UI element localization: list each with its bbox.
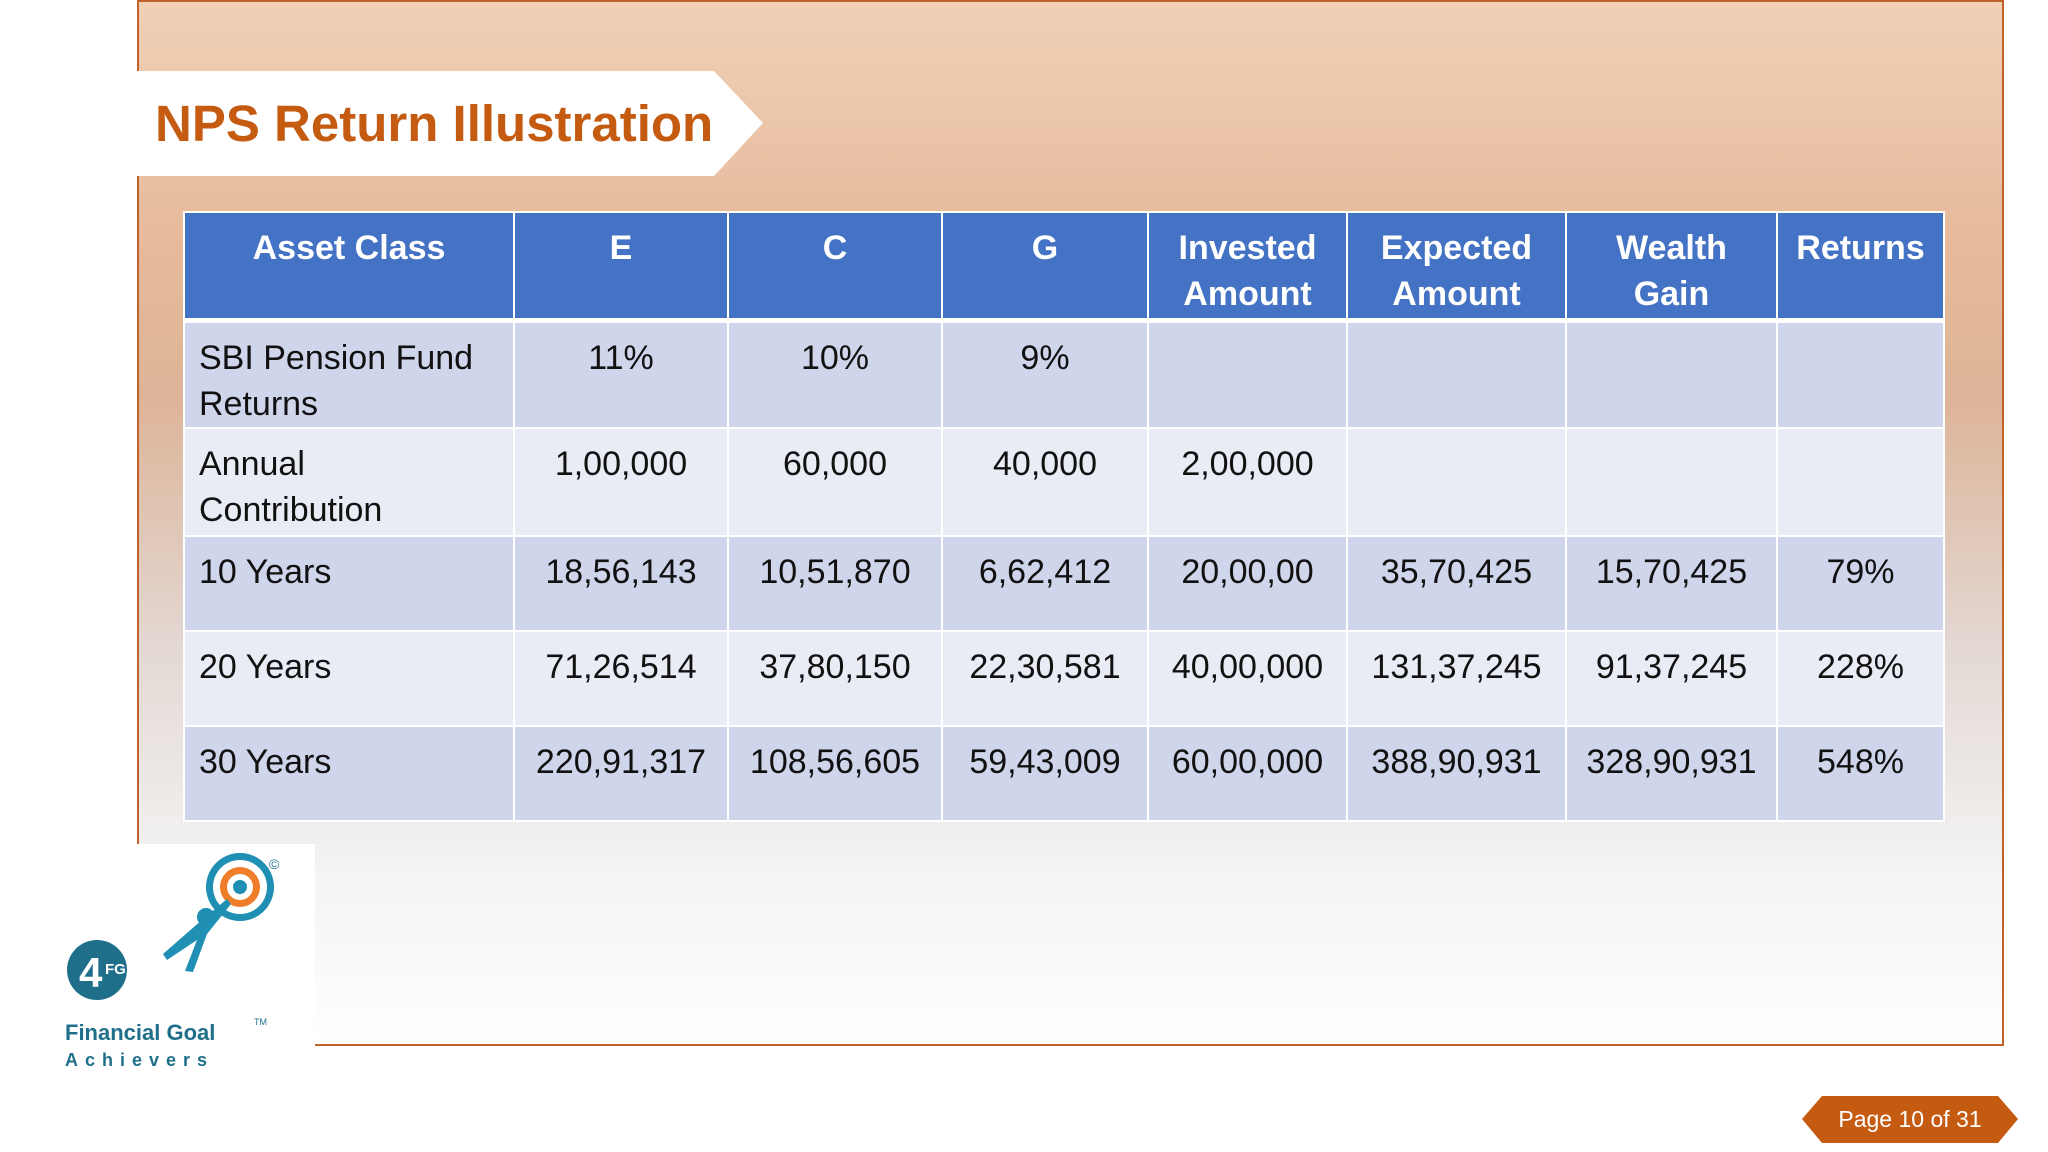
table-cell: 60,00,000 [1147, 725, 1348, 822]
table-row: 10 Years 18,56,143 10,51,870 6,62,412 20,00,… [183, 535, 1945, 632]
column-header: Expected Amount [1346, 211, 1567, 323]
logo-mark-initials: FGA [105, 961, 137, 978]
table-cell: 131,37,245 [1346, 630, 1567, 727]
table-cell: 60,000 [727, 427, 943, 537]
logo-copyright-mark: © [269, 856, 280, 872]
table-row: 30 Years 220,91,317 108,56,605 59,43,009 60,… [183, 725, 1945, 822]
table-cell: 37,80,150 [727, 630, 943, 727]
row-label: 20 Years [183, 630, 515, 727]
column-header: G [941, 211, 1149, 323]
target-archer-logo-icon: 4 FGA © [67, 853, 280, 1000]
row-label-text: Returns [199, 384, 319, 423]
row-label-text: SBI Pension Fund [199, 338, 474, 377]
nps-return-table: Asset Class E C G Invested Amount Expected Amou… [183, 211, 1945, 822]
row-label: 30 Years [183, 725, 515, 822]
row-label-text: Contribution [199, 491, 383, 529]
title-banner-shape [137, 71, 763, 176]
page-indicator: Page 10 of 31 [1802, 1096, 2018, 1143]
row-label: Annual Contribution [183, 427, 515, 537]
column-header: Wealth Gain [1565, 211, 1778, 323]
column-header-text: C [822, 229, 848, 267]
row-label: 10 Years [183, 535, 515, 632]
table-cell [1346, 319, 1567, 429]
table-cell: 2,00,000 [1147, 427, 1348, 537]
table-cell: 71,26,514 [513, 630, 729, 727]
table-cell: 91,37,245 [1565, 630, 1778, 727]
row-label-text: Annual [199, 445, 305, 483]
table-cell [1346, 427, 1567, 537]
table-cell: 9% [941, 319, 1149, 429]
table-cell [1776, 427, 1945, 537]
company-logo: 4 FGA © Financial Goal TM Achievers [55, 844, 315, 1084]
table-row: Annual Contribution 1,00,000 60,000 40,000 2,… [183, 427, 1945, 537]
table-cell: 388,90,931 [1346, 725, 1567, 822]
row-label-text: 20 Years [199, 648, 332, 686]
table-row: 20 Years 71,26,514 37,80,150 22,30,581 40,00… [183, 630, 1945, 727]
column-header: Returns [1776, 211, 1945, 323]
table-cell: 548% [1776, 725, 1945, 822]
page-badge-shape [1802, 1096, 2018, 1143]
table-cell: 228% [1776, 630, 1945, 727]
column-header-text: Gain [1633, 275, 1710, 313]
column-header-text: G [1031, 229, 1059, 267]
column-header-text: Asset Class [252, 229, 446, 267]
column-header-text: Expected [1380, 229, 1533, 267]
column-header-text: Invested [1178, 229, 1317, 267]
table-cell: 328,90,931 [1565, 725, 1778, 822]
table-cell: 22,30,581 [941, 630, 1149, 727]
column-header: Invested Amount [1147, 211, 1348, 323]
table-cell: 10% [727, 319, 943, 429]
table-cell [1565, 427, 1778, 537]
row-label-text: 30 Years [199, 743, 332, 781]
title-banner: NPS Return Illustration [137, 71, 763, 176]
table-cell: 59,43,009 [941, 725, 1149, 822]
column-header-text: E [609, 229, 633, 267]
table-body: SBI Pension Fund Returns 11% 10% 9% Annual Con… [183, 319, 1945, 822]
slide-title: NPS Return Illustration [155, 95, 714, 152]
logo-name-line2: Achievers [65, 1050, 215, 1070]
table-row: SBI Pension Fund Returns 11% 10% 9% [183, 319, 1945, 429]
table-cell: 40,00,000 [1147, 630, 1348, 727]
table-cell: 79% [1776, 535, 1945, 632]
page-number: Page 10 of 31 [1838, 1106, 1982, 1132]
logo-mark-number: 4 [79, 949, 103, 996]
column-header-text: Amount [1183, 275, 1312, 313]
column-header-text: Returns [1796, 229, 1925, 267]
table-cell: 10,51,870 [727, 535, 943, 632]
table-cell: 15,70,425 [1565, 535, 1778, 632]
table-cell: 35,70,425 [1346, 535, 1567, 632]
table-cell: 20,00,00 [1147, 535, 1348, 632]
column-header: Asset Class [183, 211, 515, 323]
table-cell: 40,000 [941, 427, 1149, 537]
row-label-text: 10 Years [199, 553, 332, 591]
table-cell: 18,56,143 [513, 535, 729, 632]
table-cell: 11% [513, 319, 729, 429]
table-cell: 6,62,412 [941, 535, 1149, 632]
table-header-row: Asset Class E C G Invested Amount Expected Amou… [183, 211, 1945, 323]
logo-trademark: TM [254, 1017, 267, 1027]
table-cell: 108,56,605 [727, 725, 943, 822]
table-cell [1147, 319, 1348, 429]
column-header: E [513, 211, 729, 323]
column-header: C [727, 211, 943, 323]
table-cell: 1,00,000 [513, 427, 729, 537]
column-header-text: Wealth [1616, 229, 1727, 267]
table-cell: 220,91,317 [513, 725, 729, 822]
table-cell [1565, 319, 1778, 429]
column-header-text: Amount [1392, 275, 1521, 313]
row-label: SBI Pension Fund Returns [183, 319, 515, 429]
logo-name-line1: Financial Goal [65, 1020, 216, 1045]
table-cell [1776, 319, 1945, 429]
